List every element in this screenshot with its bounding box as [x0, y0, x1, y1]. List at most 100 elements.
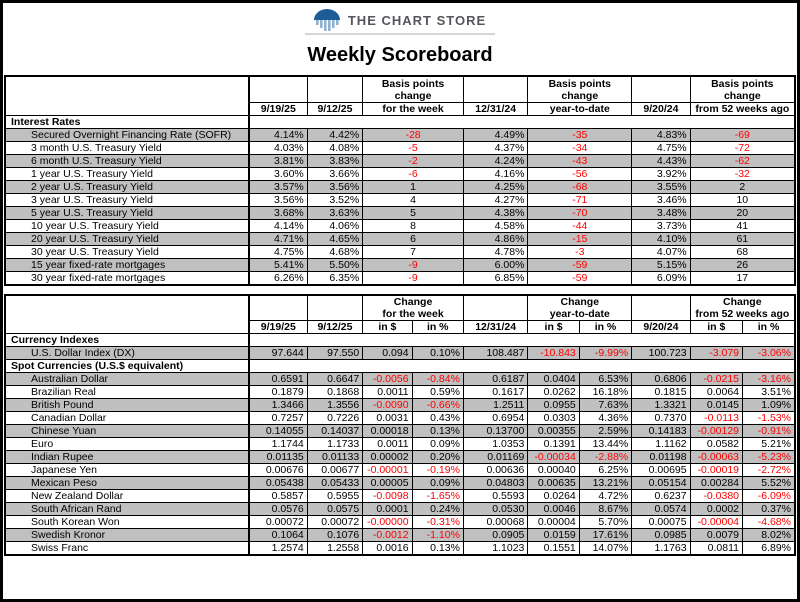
- value-cell: -0.00129: [689, 424, 744, 438]
- value-cell: 0.00072: [248, 515, 308, 529]
- value-cell: 0.5857: [248, 489, 308, 503]
- value-cell: 61: [689, 231, 796, 246]
- table-row: 1 year U.S. Treasury Yield 3.60% 3.66% -6 4.…: [4, 166, 796, 181]
- value-cell: 4.83%: [631, 127, 691, 142]
- value-cell: 1.1023: [462, 541, 529, 556]
- row-label: Mexican Peso: [4, 476, 250, 490]
- value-cell: 2.59%: [578, 424, 633, 438]
- value-cell: 5: [362, 205, 464, 220]
- value-cell: 0.0159: [527, 528, 580, 542]
- value-cell: -0.66%: [411, 398, 464, 412]
- value-cell: 7: [362, 244, 464, 259]
- row-label: 6 month U.S. Treasury Yield: [4, 153, 250, 168]
- row-label: U.S. Dollar Index (DX): [4, 346, 250, 360]
- value-cell: 0.7226: [306, 411, 364, 425]
- value-cell: 1.09%: [742, 398, 796, 412]
- section-row: Interest Rates: [4, 114, 796, 129]
- value-cell: 0.7257: [248, 411, 308, 425]
- row-label: Chinese Yuan: [4, 424, 250, 438]
- value-cell: 4.75%: [631, 140, 691, 155]
- value-cell: -4.68%: [742, 515, 796, 529]
- value-cell: 13.44%: [578, 437, 633, 451]
- table-row: British Pound 1.3466 1.3556 -0.0090 -0.66% 1.…: [4, 398, 796, 412]
- table-row: Australian Dollar 0.6591 0.6647 -0.0056 -0.8…: [4, 372, 796, 386]
- value-cell: 0.01135: [248, 450, 308, 464]
- currency-label-header: [4, 294, 250, 334]
- value-cell: 0.0576: [248, 502, 308, 516]
- value-cell: 0.0031: [362, 411, 413, 425]
- value-cell: -72: [689, 140, 796, 155]
- row-label: South Korean Won: [4, 515, 250, 529]
- currency-col-week-pct: in %: [411, 320, 464, 334]
- value-cell: 20: [689, 205, 796, 220]
- value-cell: -34: [527, 140, 633, 155]
- currency-col-ytd-pct: in %: [578, 320, 633, 334]
- currency-col-52wk-group: Change from 52 weeks ago: [689, 294, 796, 321]
- value-cell: 26: [689, 257, 796, 272]
- value-cell: -35: [527, 127, 633, 142]
- value-cell: 0.09%: [411, 476, 464, 490]
- value-cell: 0.0011: [362, 437, 413, 451]
- value-cell: 3.56%: [306, 179, 364, 194]
- value-cell: 0.14055: [248, 424, 308, 438]
- rates-col-ytd-group: Basis points change: [527, 75, 633, 103]
- value-cell: -1.65%: [411, 489, 464, 503]
- value-cell: 6.25%: [578, 463, 633, 477]
- value-cell: 0.0985: [631, 528, 691, 542]
- currency-col-week-dollar: in $: [362, 320, 413, 334]
- value-cell: -43: [527, 153, 633, 168]
- table-row: Swiss Franc 1.2574 1.2558 0.0016 0.13% 1.1023…: [4, 541, 796, 556]
- rates-label-header: [4, 75, 250, 116]
- value-cell: 4.49%: [462, 127, 529, 142]
- currency-col-ytd-group: Change year-to-date: [527, 294, 633, 321]
- value-cell: 0.00005: [362, 476, 413, 490]
- value-cell: 17.61%: [578, 528, 633, 542]
- value-cell: 0.24%: [411, 502, 464, 516]
- value-cell: 1.2558: [306, 541, 364, 556]
- value-cell: 0.1551: [527, 541, 580, 556]
- value-cell: 4.43%: [631, 153, 691, 168]
- value-cell: 1.1733: [306, 437, 364, 451]
- value-cell: 4.24%: [462, 153, 529, 168]
- value-cell: 4: [362, 192, 464, 207]
- row-label: 1 year U.S. Treasury Yield: [4, 166, 250, 181]
- value-cell: 4.37%: [462, 140, 529, 155]
- value-cell: 3.57%: [248, 179, 308, 194]
- value-cell: 0.0064: [689, 385, 744, 399]
- value-cell: 5.70%: [578, 515, 633, 529]
- row-label: 30 year fixed-rate mortgages: [4, 270, 250, 285]
- value-cell: 0.05433: [306, 476, 364, 490]
- row-label: Swedish Kronor: [4, 528, 250, 542]
- value-cell: 0.13%: [411, 541, 464, 556]
- value-cell: 6.53%: [578, 372, 633, 386]
- row-label: Euro: [4, 437, 250, 451]
- row-label: 30 year U.S. Treasury Yield: [4, 244, 250, 259]
- row-label: 3 year U.S. Treasury Yield: [4, 192, 250, 207]
- value-cell: 0.00040: [527, 463, 580, 477]
- value-cell: 5.15%: [631, 257, 691, 272]
- value-cell: 4.78%: [462, 244, 529, 259]
- value-cell: 5.41%: [248, 257, 308, 272]
- value-cell: 0.6187: [462, 372, 529, 386]
- value-cell: -32: [689, 166, 796, 181]
- value-cell: 4.72%: [578, 489, 633, 503]
- rates-col-date-dec: 12/31/24: [462, 101, 529, 116]
- section-row: Spot Currencies (U.S.$ equivalent): [4, 359, 796, 373]
- value-cell: 8.02%: [742, 528, 796, 542]
- value-cell: -6.09%: [742, 489, 796, 503]
- table-gap: [3, 286, 797, 294]
- value-cell: -44: [527, 218, 633, 233]
- table-row: 20 year U.S. Treasury Yield 4.71% 4.65% 6 4.…: [4, 231, 796, 246]
- table-row: Swedish Kronor 0.1064 0.1076 -0.0012 -1.10% 0…: [4, 528, 796, 542]
- row-label: Brazilian Real: [4, 385, 250, 399]
- value-cell: 0.0011: [362, 385, 413, 399]
- value-cell: 0.13700: [462, 424, 529, 438]
- value-cell: -9: [362, 270, 464, 285]
- value-cell: -0.0090: [362, 398, 413, 412]
- value-cell: 3.92%: [631, 166, 691, 181]
- currency-col-ytd-dollar: in $: [527, 320, 580, 334]
- value-cell: 0.00676: [248, 463, 308, 477]
- value-cell: 0.01133: [306, 450, 364, 464]
- row-label: 20 year U.S. Treasury Yield: [4, 231, 250, 246]
- value-cell: 3.60%: [248, 166, 308, 181]
